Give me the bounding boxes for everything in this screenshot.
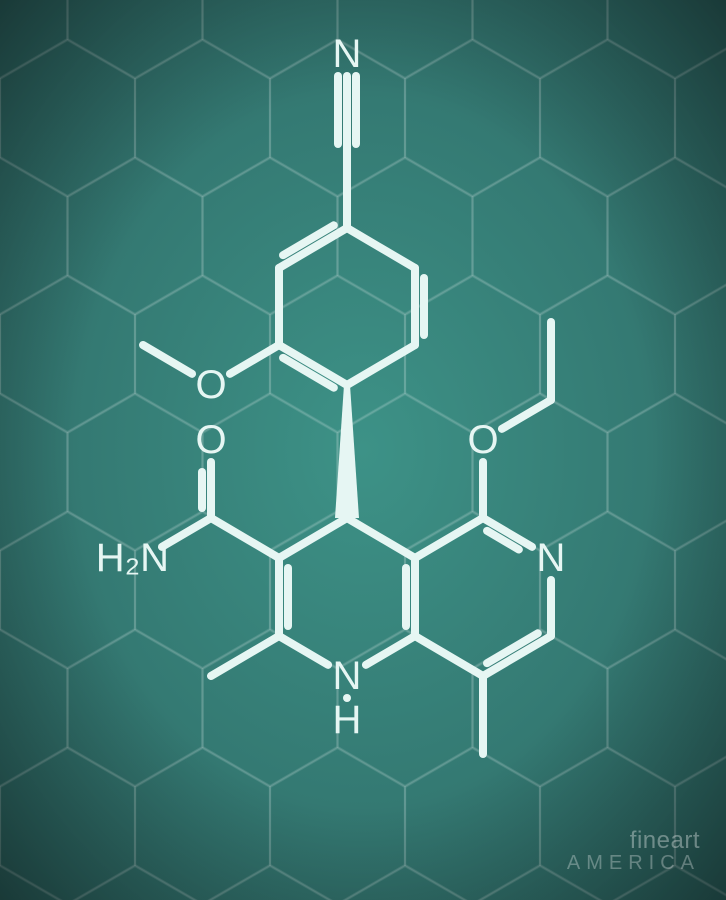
watermark: fineart america [567, 828, 700, 874]
svg-text:N: N [333, 654, 362, 698]
vignette [0, 0, 726, 900]
watermark-line1: fineart [567, 828, 700, 853]
molecule-diagram: NONHNOH₂NO [0, 0, 726, 900]
watermark-line2: america [567, 853, 700, 874]
svg-text:N: N [537, 536, 566, 580]
canvas: NONHNOH₂NO fineart america [0, 0, 726, 900]
svg-text:O: O [195, 363, 226, 407]
svg-text:O: O [467, 418, 498, 462]
svg-text:H: H [333, 698, 362, 742]
svg-text:H₂N: H₂N [96, 536, 169, 580]
svg-text:N: N [333, 32, 362, 76]
svg-text:O: O [195, 418, 226, 462]
